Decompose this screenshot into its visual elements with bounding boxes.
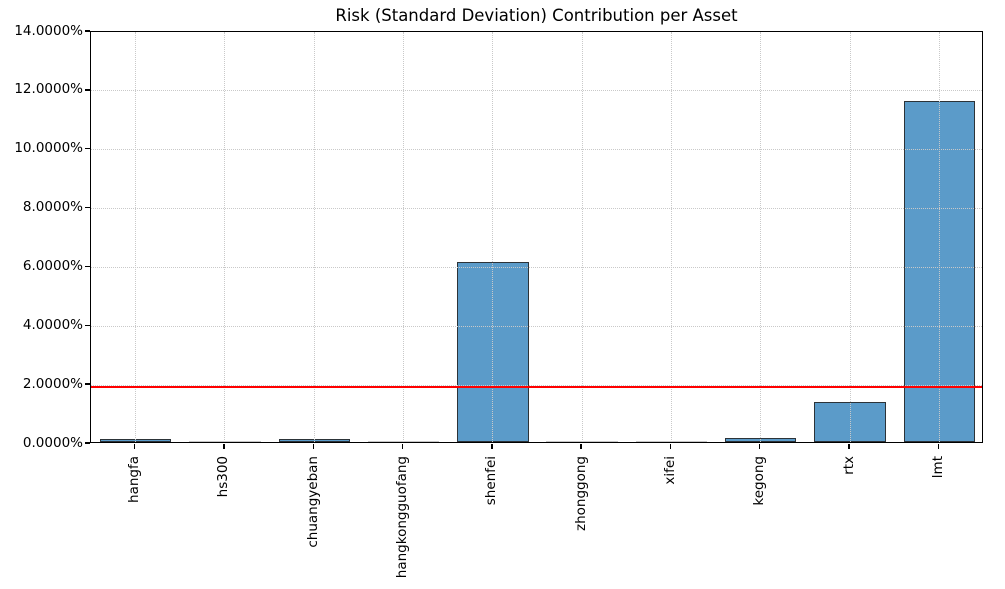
x-tick-label-xifei: xifei [661,456,678,485]
v-gridline [313,32,315,442]
x-tick-label-kegong: kegong [751,456,768,506]
plot-area [90,31,983,443]
y-tick-label: 8.0000% [22,199,83,216]
y-tick-mark [84,30,90,32]
x-tick-label-zhonggong: zhonggong [572,456,589,531]
x-tick-label-hangfa: hangfa [126,456,143,503]
y-tick-mark [84,442,90,444]
x-tick-label-chuangyeban: chuangyeban [304,456,321,548]
y-tick-label: 6.0000% [22,257,83,274]
h-gridline [91,266,982,268]
y-tick-label: 4.0000% [22,316,83,333]
v-gridline [670,32,672,442]
x-tick-label-hangkongguofang: hangkongguofang [394,456,411,579]
h-gridline [91,325,982,327]
chart-title: Risk (Standard Deviation) Contribution p… [335,6,738,25]
x-tick-mark [401,443,404,449]
v-gridline [492,32,494,442]
y-tick-mark [84,383,90,385]
x-tick-label-hs300: hs300 [215,456,232,498]
x-tick-mark [937,443,940,449]
y-tick-mark [84,89,90,91]
y-tick-label: 0.0000% [22,434,83,451]
x-axis: hangfa hs300 chuangyeban hangkongguofang she… [90,454,983,589]
threshold-line [91,385,982,388]
v-gridline [224,32,226,442]
y-tick-mark [84,324,90,326]
v-gridline [581,32,583,442]
x-tick-label-rtx: rtx [840,456,857,475]
x-tick-mark [759,443,761,449]
v-gridline [403,32,405,442]
v-gridline [938,32,940,442]
x-tick-mark [848,443,850,449]
y-tick-mark [84,148,90,150]
h-gridline [91,149,982,151]
v-gridline [135,32,137,442]
v-gridline [760,32,762,442]
y-tick-mark [84,265,90,268]
y-tick-label: 14.0000% [14,22,83,39]
x-tick-mark [133,443,136,449]
x-tick-mark [223,443,225,449]
v-gridline [849,32,851,442]
h-gridline [91,90,982,92]
h-gridline [91,208,982,210]
x-tick-label-shenfei: shenfei [483,456,500,506]
x-tick-label-lmt: lmt [929,456,946,479]
y-tick-label: 2.0000% [22,375,83,392]
y-tick-label: 12.0000% [14,81,83,98]
y-axis: 0.0000% 2.0000% 4.0000% 6.0000% 8.0000% 10.00… [0,23,83,451]
x-tick-mark [580,443,582,449]
x-tick-mark [491,443,493,449]
h-gridline [91,384,982,386]
plot-inner [91,32,982,442]
x-tick-mark [312,443,314,449]
x-tick-mark [669,443,672,449]
y-tick-label: 10.0000% [14,140,83,157]
y-tick-mark [84,206,90,209]
